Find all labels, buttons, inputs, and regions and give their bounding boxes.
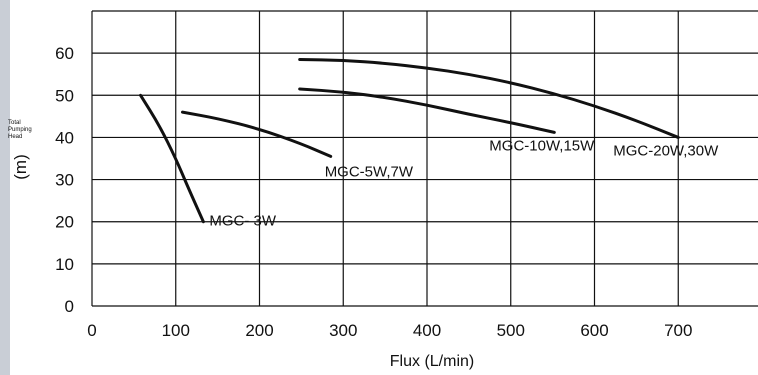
x-tick-label: 600 bbox=[580, 321, 608, 340]
x-tick-label: 500 bbox=[497, 321, 525, 340]
x-tick-label: 100 bbox=[162, 321, 190, 340]
series-curve bbox=[298, 87, 556, 134]
y-axis-unit: (m) bbox=[11, 154, 30, 179]
y-axis-label-line-3: Head bbox=[8, 134, 22, 140]
x-tick-label: 400 bbox=[413, 321, 441, 340]
series-label: MGC-5W,7W bbox=[325, 163, 414, 180]
y-tick-labels: 0 10 20 30 40 50 60 bbox=[55, 44, 74, 316]
series-curve bbox=[298, 57, 680, 139]
y-tick-label: 40 bbox=[55, 128, 74, 147]
series-label: MGC-20W,30W bbox=[613, 142, 719, 159]
y-axis-label: Total Pumping Head (m) bbox=[8, 120, 32, 180]
left-edge-strip bbox=[0, 0, 10, 375]
y-tick-label: 0 bbox=[65, 297, 74, 316]
y-tick-label: 60 bbox=[55, 44, 74, 63]
series-labels: MGC- 3W MGC-5W,7W MGC-10W,15W MGC-20W,30W bbox=[209, 137, 719, 229]
x-tick-label: 700 bbox=[664, 321, 692, 340]
y-tick-label: 30 bbox=[55, 171, 74, 190]
y-tick-label: 20 bbox=[55, 213, 74, 232]
grid bbox=[91, 10, 758, 307]
curves bbox=[139, 57, 680, 224]
y-axis-label-line-2: Pumping bbox=[8, 127, 32, 133]
series-curve bbox=[139, 93, 205, 224]
series-label: MGC-10W,15W bbox=[489, 137, 595, 154]
y-axis-label-line-1: Total bbox=[8, 120, 21, 126]
x-axis-label: Flux (L/min) bbox=[390, 353, 474, 370]
y-tick-label: 50 bbox=[55, 86, 74, 105]
x-tick-label: 300 bbox=[329, 321, 357, 340]
x-tick-label: 0 bbox=[87, 321, 96, 340]
series-label: MGC- 3W bbox=[209, 213, 277, 230]
x-tick-labels: 0 100 200 300 400 500 600 700 bbox=[87, 321, 692, 340]
y-tick-label: 10 bbox=[55, 255, 74, 274]
x-tick-label: 200 bbox=[245, 321, 273, 340]
series-curve bbox=[180, 110, 333, 158]
